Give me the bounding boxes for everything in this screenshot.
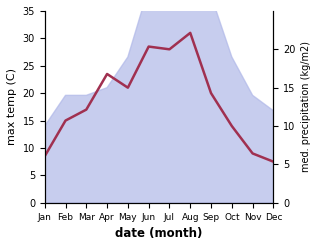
Y-axis label: max temp (C): max temp (C): [7, 68, 17, 145]
Y-axis label: med. precipitation (kg/m2): med. precipitation (kg/m2): [301, 41, 311, 172]
X-axis label: date (month): date (month): [115, 227, 203, 240]
